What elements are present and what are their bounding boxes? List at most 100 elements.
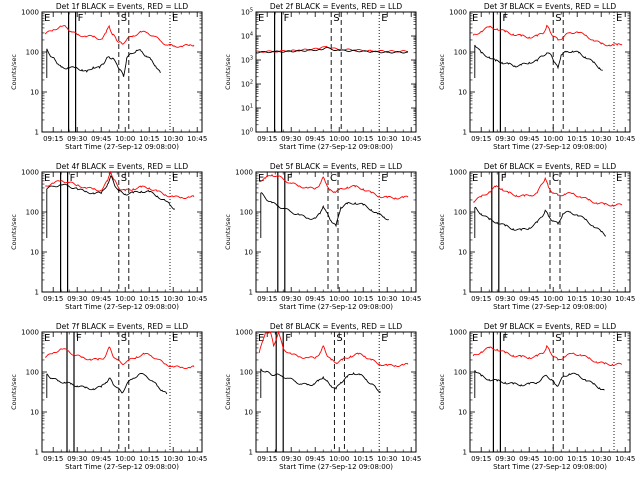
marker-label: S (121, 13, 127, 24)
x-tick-label: 10:30 (377, 295, 397, 303)
x-tick-label: 09:30 (495, 455, 515, 463)
x-tick-label: 09:30 (67, 295, 87, 303)
y-tick-label: 100 (454, 49, 467, 57)
x-tick-label: 10:15 (567, 135, 587, 143)
panel-4: Det 4f BLACK = Events, RED = LLD 1 10 100 10… (10, 162, 207, 311)
panel-title: Det 5f BLACK = Events, RED = LLD (270, 162, 403, 171)
marker-label: E (172, 13, 178, 24)
marker-label: E (472, 173, 478, 184)
x-tick-label: 10:30 (377, 135, 397, 143)
x-tick-label: 10:30 (377, 455, 397, 463)
series-events-black (46, 48, 161, 77)
x-tick-label: 10:15 (353, 135, 373, 143)
x-tick-label: 10:00 (115, 455, 135, 463)
marker-label: S (555, 333, 561, 344)
marker-label: E (616, 333, 622, 344)
x-tick-label: 09:30 (281, 295, 301, 303)
y-tick-label: 100 (26, 209, 39, 217)
marker-label: S (121, 333, 127, 344)
x-tick-label: 10:45 (187, 455, 207, 463)
x-tick-label: 09:30 (67, 135, 87, 143)
y-tick-label: 10 (244, 249, 253, 257)
x-tick-label: 10:30 (591, 295, 611, 303)
x-tick-label: 09:45 (519, 135, 539, 143)
marker-label: S (336, 333, 342, 344)
x-tick-label: 09:45 (305, 455, 325, 463)
x-tick-label: 09:15 (471, 135, 491, 143)
x-axis-label: Start Time (27-Sep-12 09:08:00) (65, 143, 179, 151)
y-tick-label: 10 (458, 249, 467, 257)
y-tick-label: 10 (30, 409, 39, 417)
panel-title: Det 2f BLACK = Events, RED = LLD (270, 2, 403, 11)
x-tick-label: 09:15 (43, 455, 63, 463)
y-tick-label: 1000 (21, 329, 39, 337)
x-tick-label: 10:45 (187, 295, 207, 303)
x-tick-label: 09:15 (43, 295, 63, 303)
series-events-black (474, 44, 603, 71)
plot-frame (255, 11, 417, 133)
x-axis-label: Start Time (27-Sep-12 09:08:00) (279, 143, 393, 151)
marker-label: F (287, 173, 293, 184)
marker-label: F (78, 13, 84, 24)
series-lld-red (472, 176, 623, 207)
x-tick-label: 09:45 (519, 455, 539, 463)
series-lld-red (472, 24, 623, 47)
series-lld-red (258, 174, 409, 200)
series-events-black (260, 368, 381, 393)
x-axis-label: Start Time (27-Sep-12 09:08:00) (493, 303, 607, 311)
y-tick-label: 100 (240, 369, 253, 377)
y-tick-label: 1000 (449, 329, 467, 337)
series-events-black (46, 175, 176, 210)
series-lld-red (45, 170, 195, 199)
x-tick-label: 10:45 (187, 135, 207, 143)
x-tick-label: 09:30 (67, 455, 87, 463)
y-tick-label: 10 (458, 409, 467, 417)
y-tick-label: 101 (241, 104, 253, 113)
y-tick-label: 10 (244, 409, 253, 417)
x-tick-label: 09:30 (281, 135, 301, 143)
x-tick-label: 09:30 (495, 295, 515, 303)
x-tick-label: 09:45 (91, 455, 111, 463)
marker-label: C (330, 173, 337, 184)
x-tick-label: 10:45 (615, 455, 635, 463)
series-lld-red (44, 24, 195, 48)
y-tick-label: 1 (35, 289, 39, 297)
panel-title: Det 3f BLACK = Events, RED = LLD (484, 2, 617, 11)
plot-frame (41, 331, 203, 453)
y-tick-label: 1 (35, 129, 39, 137)
panel-6: Det 6f BLACK = Events, RED = LLD 1 10 100 10… (438, 162, 635, 311)
panel-3: Det 3f BLACK = Events, RED = LLD 1 10 100 10… (438, 2, 635, 151)
y-tick-label: 104 (241, 32, 253, 41)
x-tick-label: 09:45 (91, 295, 111, 303)
panel-title: Det 7f BLACK = Events, RED = LLD (56, 322, 189, 331)
x-tick-label: 10:00 (329, 295, 349, 303)
y-axis-label: Counts/sec (10, 214, 18, 250)
x-tick-label: 10:15 (139, 295, 159, 303)
x-axis-label: Start Time (27-Sep-12 09:08:00) (279, 463, 393, 471)
marker-label: E (472, 13, 478, 24)
y-axis-label: Counts/sec (224, 214, 232, 250)
x-tick-label: 09:15 (43, 135, 63, 143)
x-tick-label: 10:00 (329, 455, 349, 463)
x-tick-label: 10:30 (163, 455, 183, 463)
x-tick-label: 09:45 (305, 295, 325, 303)
plot-frame (255, 171, 417, 293)
y-tick-label: 100 (241, 128, 253, 137)
y-tick-label: 100 (454, 209, 467, 217)
x-tick-label: 10:15 (567, 455, 587, 463)
panel-1: Det 1f BLACK = Events, RED = LLD 1 10 100 10… (10, 2, 207, 151)
panel-title: Det 4f BLACK = Events, RED = LLD (56, 162, 189, 171)
panel-2: Det 2f BLACK = Events, RED = LLD 100 101 10… (224, 2, 421, 151)
series-events-black (260, 192, 389, 228)
x-tick-label: 09:15 (471, 455, 491, 463)
panel-8: Det 8f BLACK = Events, RED = LLD 1 10 100 10… (224, 322, 421, 471)
marker-label: E (472, 333, 478, 344)
x-tick-label: 09:15 (257, 135, 277, 143)
x-tick-label: 10:00 (543, 295, 563, 303)
marker-label: F (501, 173, 507, 184)
y-tick-label: 1000 (235, 329, 253, 337)
x-tick-label: 10:15 (139, 455, 159, 463)
marker-label: E (258, 173, 264, 184)
y-tick-label: 1 (463, 449, 467, 457)
